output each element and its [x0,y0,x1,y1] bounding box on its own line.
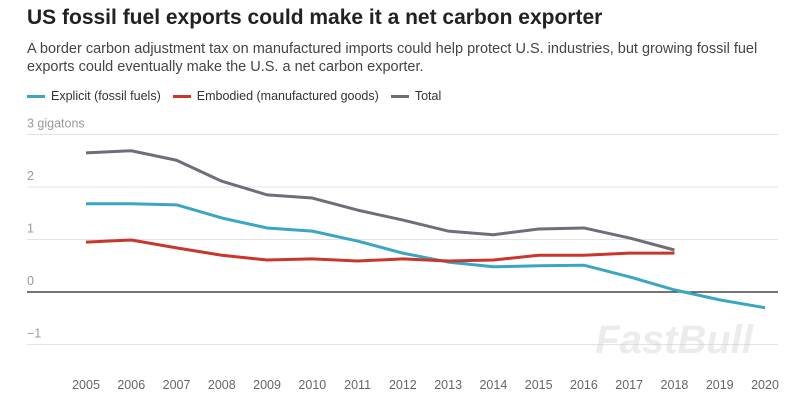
x-tick-label: 2014 [479,378,507,392]
legend-swatch [172,94,191,98]
legend-label: Embodied (manufactured goods) [196,89,379,103]
x-tick-label: 2020 [751,378,779,392]
x-tick-label: 2009 [253,378,281,392]
series-line-explicit [86,202,766,310]
x-tick-label: 2018 [661,378,689,392]
x-tick-label: 2019 [706,378,734,392]
x-tick-label: 2017 [615,378,643,392]
legend-label: Total [414,89,442,103]
y-tick-label: 1 [27,222,34,236]
x-tick-label: 2010 [298,378,326,392]
series-line-embodied [85,238,675,263]
watermark: FastBull [595,318,753,362]
x-tick-label: 2008 [208,378,236,392]
chart-title: US fossil fuel exports could make it a n… [27,6,603,29]
legend-label: Explicit (fossil fuels) [51,89,161,103]
y-tick-label: 0 [27,274,34,288]
legend-item-embodied: Embodied (manufactured goods) [172,89,379,103]
x-tick-label: 2012 [389,378,417,392]
x-tick-label: 2006 [117,378,145,392]
x-tick-label: 2011 [344,378,371,392]
y-tick-label: 3 gigatons [27,117,85,131]
y-tick-label: 2 [27,169,34,183]
x-tick-label: 2005 [72,378,100,392]
x-tick-label: 2013 [434,378,462,392]
legend: Explicit (fossil fuels) Embodied (manufa… [27,89,441,103]
chart-subtitle: A border carbon adjustment tax on manufa… [27,41,758,75]
legend-swatch [27,94,45,98]
legend-item-total: Total [390,89,442,103]
legend-swatch [390,94,409,98]
x-tick-label: 2007 [163,378,191,392]
legend-item-explicit: Explicit (fossil fuels) [27,89,161,103]
y-tick-label: −1 [27,327,41,341]
x-tick-label: 2015 [525,378,553,392]
series-line-total [85,149,675,252]
x-tick-label: 2016 [570,378,598,392]
